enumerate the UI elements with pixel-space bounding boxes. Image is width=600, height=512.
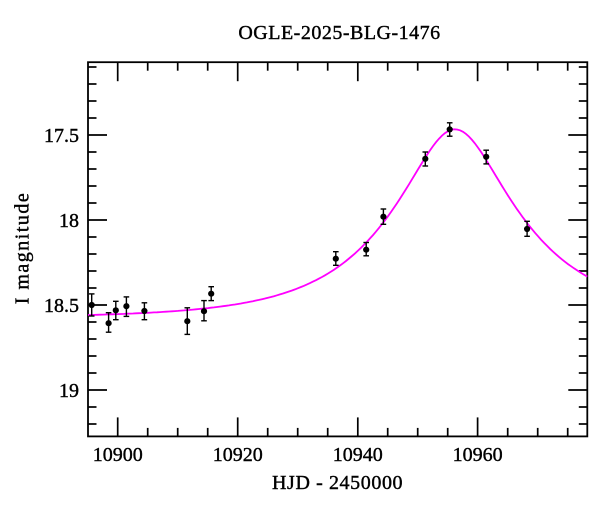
svg-text:19: 19	[59, 380, 79, 402]
svg-text:HJD - 2450000: HJD - 2450000	[272, 472, 403, 494]
svg-text:OGLE-2025-BLG-1476: OGLE-2025-BLG-1476	[238, 22, 440, 44]
svg-text:10920: 10920	[213, 444, 263, 466]
svg-text:18.5: 18.5	[44, 295, 79, 317]
svg-text:I magnitude: I magnitude	[12, 192, 34, 305]
svg-text:18: 18	[59, 210, 79, 232]
svg-text:17.5: 17.5	[44, 125, 79, 147]
svg-text:10960: 10960	[453, 444, 503, 466]
svg-text:10900: 10900	[93, 444, 143, 466]
svg-text:10940: 10940	[333, 444, 383, 466]
